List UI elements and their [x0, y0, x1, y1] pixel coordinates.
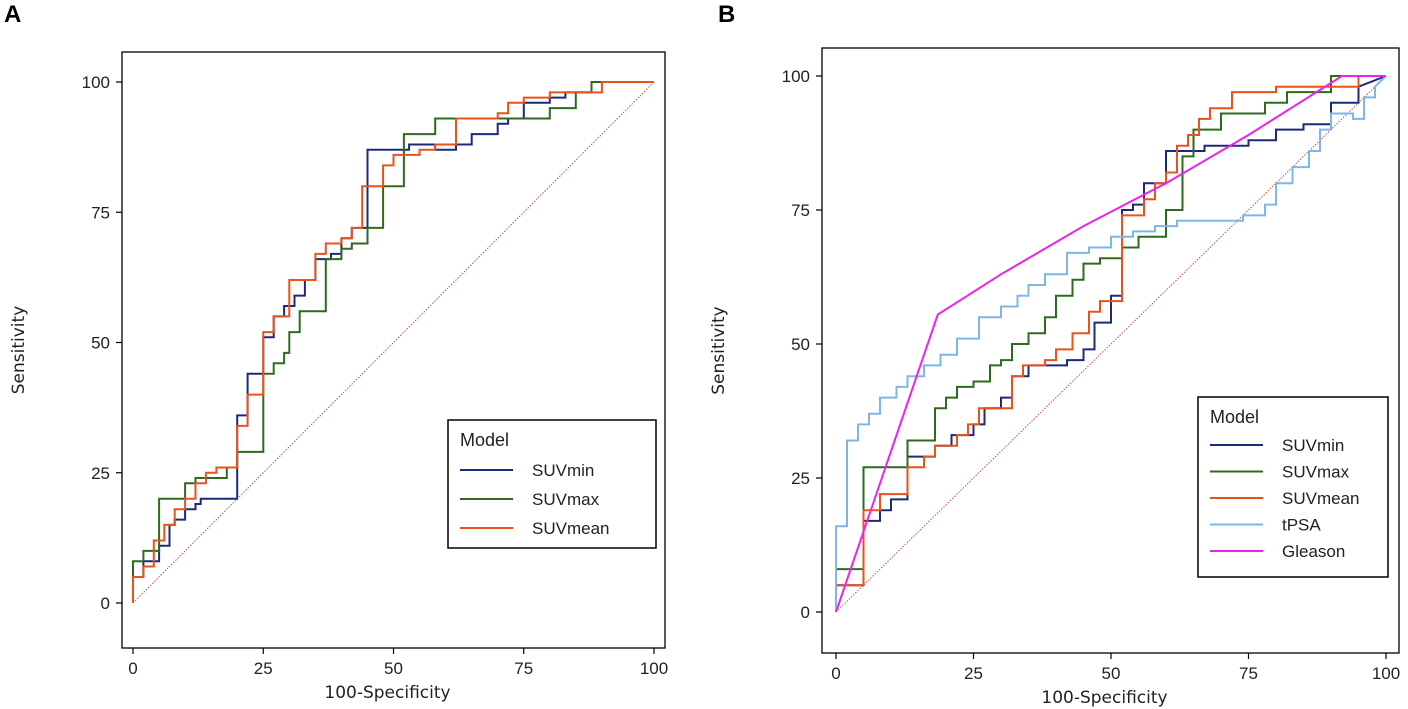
- x-tick-label: 25: [254, 659, 273, 678]
- y-axis-label: Sensitivity: [9, 306, 29, 395]
- series-line-suvmean: [835, 75, 1386, 612]
- y-tick-label: 25: [91, 464, 110, 483]
- y-tick-label: 75: [791, 201, 810, 220]
- reference-diagonal: [835, 75, 1387, 613]
- x-tick-label: 0: [128, 659, 137, 678]
- x-tick-label: 0: [831, 664, 840, 683]
- roc-chart-a: 0 25 50 75 100 0 25 50 75 100 100-Specificity Sensi…: [9, 51, 668, 703]
- series-line-suvmean: [132, 81, 654, 603]
- legend-box: [1197, 396, 1389, 578]
- legend-label-suvmax: SUVmax: [532, 490, 600, 509]
- legend-label-gleason: Gleason: [1282, 542, 1345, 561]
- legend-label-suvmin: SUVmin: [1282, 436, 1344, 455]
- series-line-suvmax: [132, 81, 654, 603]
- x-tick-label: 75: [514, 659, 533, 678]
- y-tick-label: 50: [91, 334, 110, 353]
- series-line-tpsa: [835, 75, 1387, 612]
- series-line-suvmin: [132, 81, 654, 603]
- legend-label-suvmean: SUVmean: [532, 519, 609, 538]
- plot-frame: [121, 51, 666, 649]
- y-tick-label: 25: [791, 469, 810, 488]
- y-tick-label: 50: [791, 335, 810, 354]
- x-tick-label: 50: [1102, 664, 1121, 683]
- y-tick-label: 0: [801, 603, 810, 622]
- series-line-suvmax: [835, 75, 1386, 612]
- legend-box: [447, 419, 657, 549]
- x-tick-label: 25: [964, 664, 983, 683]
- y-tick-label: 100: [782, 67, 810, 86]
- panel-letter-a: A: [4, 1, 21, 28]
- legend-label-suvmean: SUVmean: [1282, 489, 1359, 508]
- x-axis-label: 100-Specificity: [324, 683, 450, 703]
- y-tick-label: 0: [101, 594, 110, 613]
- series-line-gleason: [835, 75, 1386, 613]
- legend-label-suvmax: SUVmax: [1282, 463, 1350, 482]
- legend-label-tpsa: tPSA: [1282, 516, 1321, 535]
- y-tick-label: 100: [82, 73, 110, 92]
- y-axis-label: Sensitivity: [709, 306, 729, 395]
- legend-title: Model: [1210, 407, 1259, 427]
- x-tick-label: 75: [1239, 664, 1258, 683]
- panel-letter-b: B: [718, 1, 735, 28]
- x-tick-label: 100: [640, 659, 668, 678]
- legend: Model SUVmin SUVmax SUVmean: [447, 419, 657, 549]
- roc-chart-b: 0 25 50 75 100 0 25 50 75 100 100-Specificity Sensi…: [709, 47, 1400, 708]
- legend-label-suvmin: SUVmin: [532, 461, 594, 480]
- x-axis-label: 100-Specificity: [1041, 688, 1167, 708]
- legend: Model SUVmin SUVmax SUVmean tPSA Gleason: [1197, 396, 1389, 578]
- legend-title: Model: [460, 430, 509, 450]
- x-tick-label: 50: [384, 659, 403, 678]
- x-tick-label: 100: [1372, 664, 1400, 683]
- y-tick-label: 75: [91, 203, 110, 222]
